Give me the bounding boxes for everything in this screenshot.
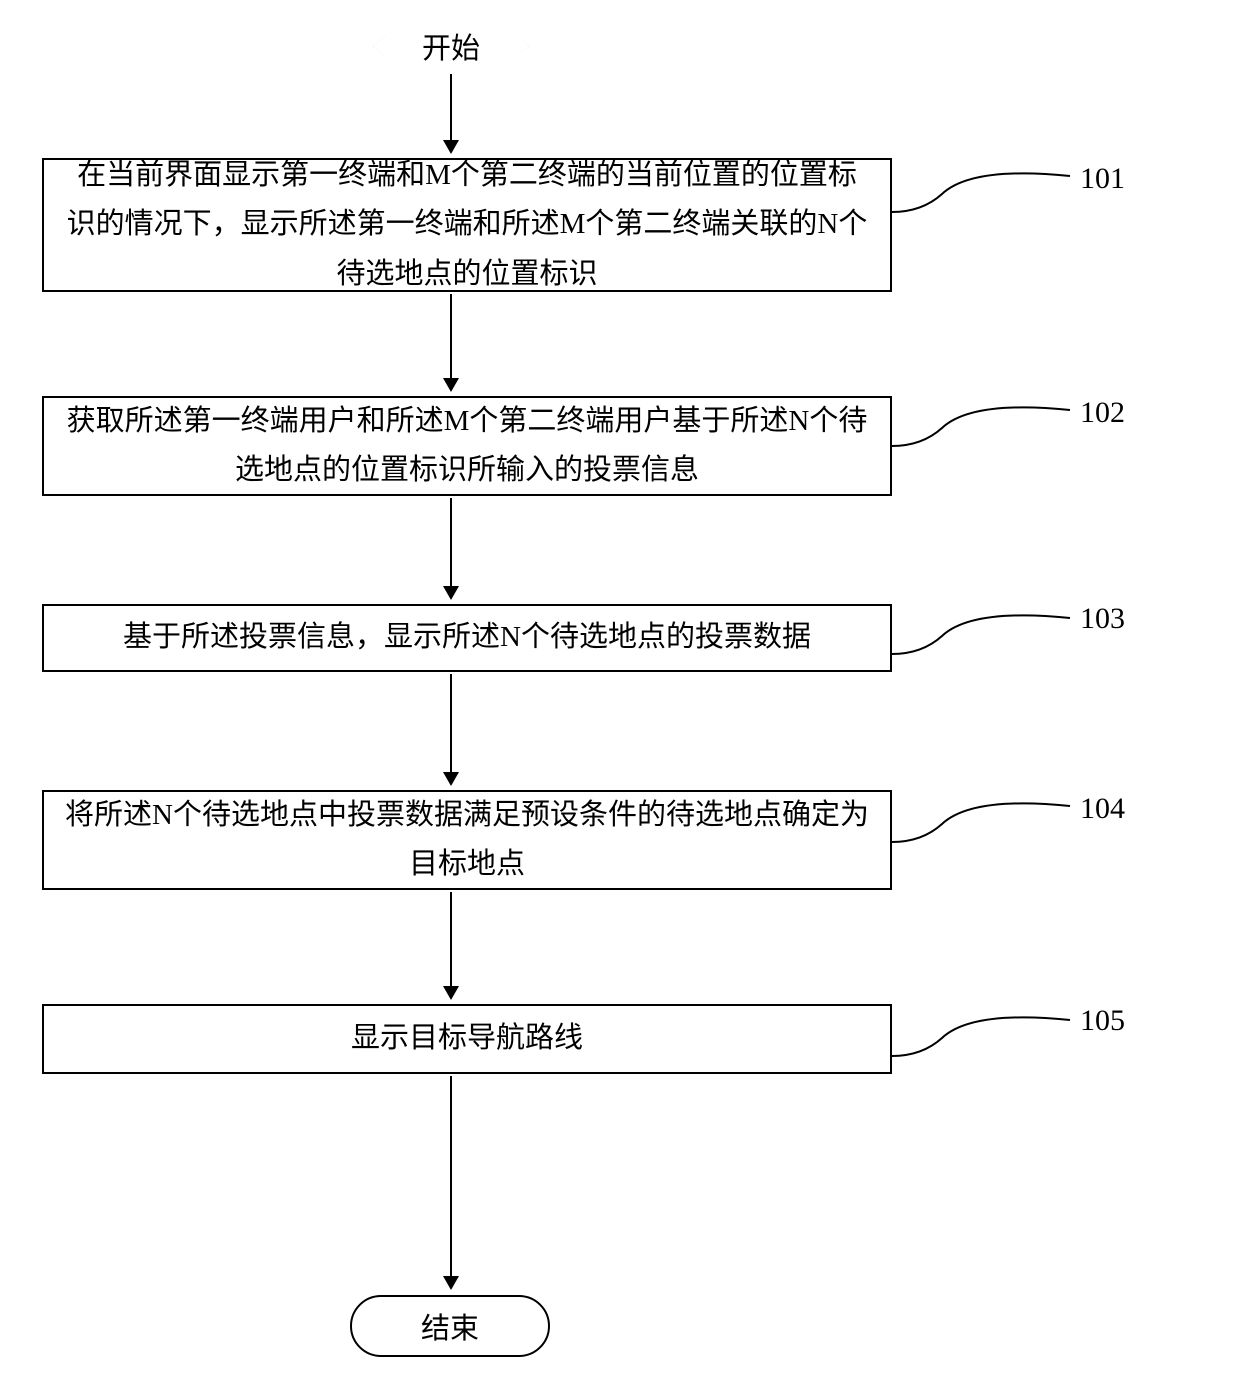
label-102: 102 [1080,396,1125,430]
step4-text: 将所述N个待选地点中投票数据满足预设条件的待选地点确定为目标地点 [64,791,870,890]
step1-text: 在当前界面显示第一终端和M个第二终端的当前位置的位置标识的情况下，显示所述第一终… [64,151,870,299]
process-step-2: 获取所述第一终端用户和所述M个第二终端用户基于所述N个待选地点的位置标识所输入的… [42,396,892,496]
arrow-6 [450,1076,452,1288]
connector-3 [892,606,1072,656]
arrow-4 [450,674,452,784]
step3-text: 基于所述投票信息，显示所述N个待选地点的投票数据 [123,613,811,662]
label-104: 104 [1080,792,1125,826]
arrow-3 [450,498,452,598]
flowchart-container: 开始 在当前界面显示第一终端和M个第二终端的当前位置的位置标识的情况下，显示所述… [0,0,1240,1397]
start-text: 开始 [422,25,480,67]
connector-5 [892,1008,1072,1058]
arrow-2 [450,294,452,390]
connector-1 [892,164,1072,214]
label-103: 103 [1080,602,1125,636]
process-step-3: 基于所述投票信息，显示所述N个待选地点的投票数据 [42,604,892,672]
process-step-4: 将所述N个待选地点中投票数据满足预设条件的待选地点确定为目标地点 [42,790,892,890]
step2-text: 获取所述第一终端用户和所述M个第二终端用户基于所述N个待选地点的位置标识所输入的… [64,397,870,496]
connector-2 [892,398,1072,448]
process-step-1: 在当前界面显示第一终端和M个第二终端的当前位置的位置标识的情况下，显示所述第一终… [42,158,892,292]
label-105: 105 [1080,1004,1125,1038]
connector-4 [892,794,1072,844]
arrow-5 [450,892,452,998]
end-text: 结束 [421,1305,479,1347]
end-terminal: 结束 [350,1295,550,1357]
step5-text: 显示目标导航路线 [351,1014,583,1063]
arrow-1 [450,74,452,152]
process-step-5: 显示目标导航路线 [42,1004,892,1074]
label-101: 101 [1080,162,1125,196]
